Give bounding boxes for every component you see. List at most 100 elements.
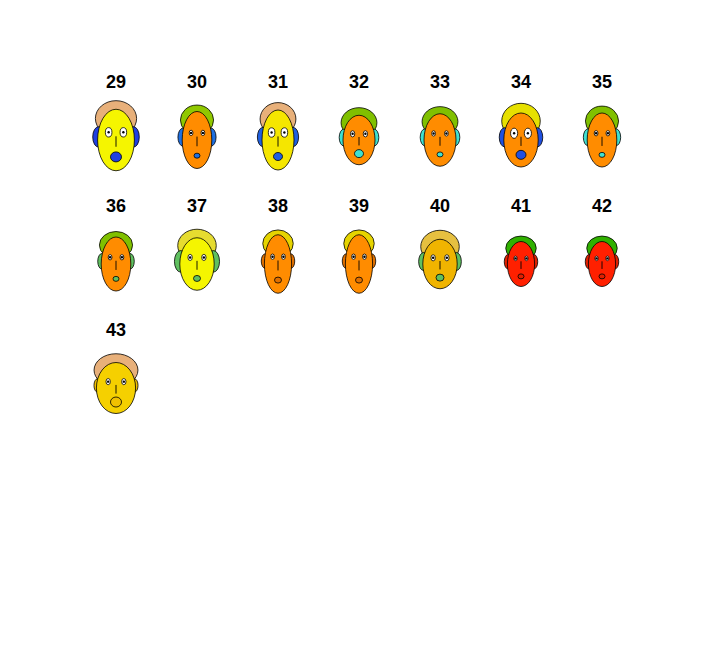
face-outline [343,115,375,165]
pupil [283,131,285,133]
eye [445,255,449,261]
nose [602,137,603,146]
mouth [599,274,605,279]
pupil [606,257,608,259]
face [583,106,620,167]
face [261,230,294,293]
pupil [123,380,125,382]
nose [278,136,279,146]
nose [116,385,117,394]
eye [105,128,112,137]
pupil [109,256,111,258]
pupil [446,257,448,259]
nose [197,261,198,270]
eye [514,256,517,261]
eye [281,128,288,137]
face-label: 43 [106,320,126,340]
face-outline [424,114,456,167]
eye [352,254,356,259]
mouth [113,276,119,281]
face-outline [180,238,214,291]
mouth [516,150,526,159]
face-label: 40 [430,196,450,216]
eye [282,254,286,259]
nose [197,137,198,147]
face [342,230,375,293]
face-label: 32 [349,72,369,92]
face-outline [262,110,294,170]
face-outline [504,113,538,167]
face-label: 36 [106,196,126,216]
face-label: 31 [268,72,288,92]
nose [359,137,360,145]
eye [431,255,435,261]
face-outline [182,112,212,169]
pupil [352,255,354,257]
face-label: 30 [187,72,207,92]
face-outline [507,242,534,287]
face-outline [587,113,617,167]
pupil [202,132,204,134]
face-outline [588,242,615,287]
eye [271,254,275,259]
eye [525,256,528,261]
face-label: 37 [187,196,207,216]
nose [602,261,603,269]
face [94,354,138,414]
mouth [194,275,201,281]
eye [201,130,205,135]
pupil [432,132,434,134]
eye [122,379,126,385]
face-label: 29 [106,72,126,92]
pupil [595,132,597,134]
mouth [274,153,283,161]
face [257,103,298,170]
face-label: 35 [592,72,612,92]
pupil [514,257,516,259]
eye [606,256,609,261]
nose [116,136,117,146]
eye [524,128,531,138]
eye [350,131,354,137]
face-outline [101,237,131,291]
face [420,107,460,167]
face [585,236,618,286]
mouth [437,152,443,157]
face [339,108,379,165]
pupil [282,255,284,257]
eye [189,130,193,135]
eye [445,131,449,136]
face-outline [423,239,457,289]
face-outline [96,363,135,414]
face-label: 38 [268,196,288,216]
pupil [189,256,191,258]
face-label: 39 [349,196,369,216]
mouth [111,152,122,162]
face-label: 33 [430,72,450,92]
eye [202,254,206,260]
eye [363,131,367,137]
face-label: 41 [511,196,531,216]
face-label: 34 [511,72,531,92]
nose [521,261,522,269]
mouth [518,274,524,279]
nose [359,260,360,270]
mouth [194,153,200,158]
eye [594,131,598,136]
eye [511,128,518,138]
nose [116,261,117,270]
mouth [599,152,605,157]
nose [440,137,441,146]
pupil [190,132,192,134]
pupil [432,257,434,259]
pupil [513,132,515,134]
pupil [270,131,272,133]
face [98,232,135,292]
eye [108,255,112,260]
eye [106,379,110,385]
eye [268,128,275,137]
nose [440,261,441,269]
eye [363,254,367,259]
face [174,229,219,290]
eye [188,254,192,260]
